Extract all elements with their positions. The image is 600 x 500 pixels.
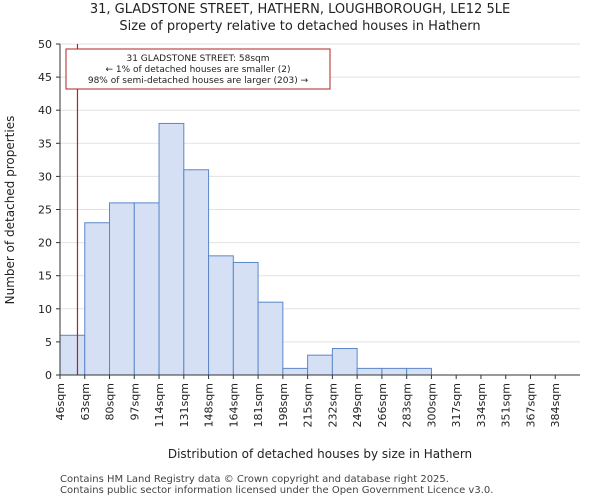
- x-tick-label: 63sqm: [79, 383, 92, 420]
- bar-131sqm: [183, 169, 210, 376]
- y-tick-label: 35: [38, 137, 52, 150]
- x-tick-label: 384sqm: [549, 383, 562, 427]
- bar-114sqm: [158, 122, 185, 376]
- bar-148sqm: [208, 255, 234, 376]
- x-tick-label: 97sqm: [128, 383, 141, 420]
- footer-line2: Contains public sector information licen…: [60, 485, 494, 496]
- y-axis-label: Number of detached properties: [3, 116, 17, 305]
- x-tick-label: 164sqm: [227, 383, 240, 427]
- annotation-box: [65, 48, 331, 90]
- chart-title-line2: Size of property relative to detached ho…: [119, 19, 480, 34]
- bar-63sqm: [84, 222, 111, 376]
- x-tick-label: 198sqm: [277, 383, 290, 427]
- y-tick-label: 10: [38, 303, 52, 316]
- y-tick-label: 45: [38, 71, 52, 84]
- y-tick-label: 40: [38, 104, 52, 117]
- x-tick-label: 317sqm: [450, 383, 463, 427]
- x-tick-label: 181sqm: [252, 383, 265, 427]
- y-tick-label: 20: [38, 237, 52, 250]
- x-tick-label: 46sqm: [54, 383, 67, 420]
- bar-164sqm: [232, 261, 259, 376]
- x-tick-label: 148sqm: [203, 383, 216, 427]
- bar-266sqm: [381, 367, 408, 376]
- x-ticks: 46sqm 63sqm 80sqm 97sqm 114sqm 131sqm 148sqm 16…: [54, 375, 562, 427]
- bar-46sqm: [59, 334, 86, 376]
- x-tick-label: 351sqm: [500, 383, 513, 427]
- annotation-line-3: 98% of semi-detached houses are larger (…: [88, 76, 309, 86]
- y-ticks: 0 5 10 15 20 25 30 35 40 45 50: [38, 38, 60, 382]
- x-tick-label: 300sqm: [425, 383, 438, 427]
- bar-232sqm: [331, 348, 358, 376]
- x-axis-label: Distribution of detached houses by size …: [168, 447, 472, 461]
- x-tick-label: 232sqm: [326, 383, 339, 427]
- bar-80sqm: [109, 202, 135, 376]
- marker-group: 31 GLADSTONE STREET: 58sqm← 1% of detach…: [65, 44, 331, 375]
- x-tick-label: 215sqm: [302, 383, 315, 427]
- bars: [59, 122, 432, 376]
- y-tick-label: 0: [45, 369, 52, 382]
- y-tick-label: 30: [38, 170, 52, 183]
- bar-198sqm: [282, 367, 309, 376]
- x-tick-label: 266sqm: [376, 383, 389, 427]
- x-tick-label: 283sqm: [401, 383, 414, 427]
- bar-97sqm: [133, 202, 160, 376]
- bar-249sqm: [356, 367, 383, 376]
- x-tick-label: 131sqm: [178, 383, 191, 427]
- x-tick-label: 334sqm: [475, 383, 488, 427]
- annotation-line-2: ← 1% of detached houses are smaller (2): [105, 65, 290, 75]
- bar-215sqm: [307, 354, 333, 376]
- x-tick-label: 249sqm: [351, 383, 364, 427]
- y-tick-label: 15: [38, 270, 52, 283]
- chart-title-line1: 31, GLADSTONE STREET, HATHERN, LOUGHBORO…: [90, 2, 510, 17]
- y-tick-label: 5: [45, 336, 52, 349]
- bar-181sqm: [257, 301, 284, 376]
- y-tick-label: 25: [38, 204, 52, 217]
- footer-line1: Contains HM Land Registry data © Crown c…: [60, 474, 449, 485]
- annotation-line-1: 31 GLADSTONE STREET: 58sqm: [126, 54, 269, 64]
- x-tick-label: 367sqm: [524, 383, 537, 427]
- x-tick-label: 80sqm: [104, 383, 117, 420]
- x-tick-label: 114sqm: [153, 383, 166, 427]
- bar-283sqm: [406, 367, 432, 376]
- y-tick-label: 50: [38, 38, 52, 51]
